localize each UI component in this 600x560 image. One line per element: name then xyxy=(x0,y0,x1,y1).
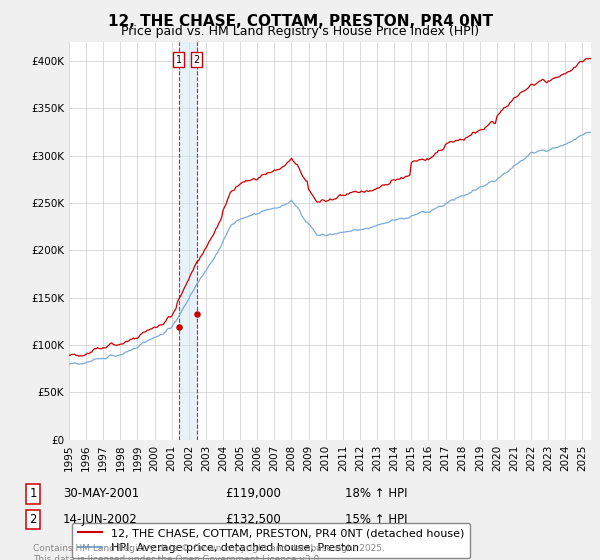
Point xyxy=(192,310,202,319)
Text: 18% ↑ HPI: 18% ↑ HPI xyxy=(345,487,407,501)
Text: £132,500: £132,500 xyxy=(225,513,281,526)
Legend: 12, THE CHASE, COTTAM, PRESTON, PR4 0NT (detached house), HPI: Average price, de: 12, THE CHASE, COTTAM, PRESTON, PR4 0NT … xyxy=(72,522,470,558)
Text: 14-JUN-2002: 14-JUN-2002 xyxy=(63,513,138,526)
Text: 2: 2 xyxy=(29,513,37,526)
Text: 2: 2 xyxy=(193,55,200,65)
Point xyxy=(174,323,184,332)
Text: 1: 1 xyxy=(176,55,182,65)
Text: 15% ↑ HPI: 15% ↑ HPI xyxy=(345,513,407,526)
Text: Price paid vs. HM Land Registry's House Price Index (HPI): Price paid vs. HM Land Registry's House … xyxy=(121,25,479,38)
Bar xyxy=(179,42,197,440)
Text: 12, THE CHASE, COTTAM, PRESTON, PR4 0NT: 12, THE CHASE, COTTAM, PRESTON, PR4 0NT xyxy=(107,14,493,29)
Text: 1: 1 xyxy=(29,487,37,501)
Text: £119,000: £119,000 xyxy=(225,487,281,501)
Text: Contains HM Land Registry data © Crown copyright and database right 2025.
This d: Contains HM Land Registry data © Crown c… xyxy=(33,544,385,560)
Text: 30-MAY-2001: 30-MAY-2001 xyxy=(63,487,139,501)
